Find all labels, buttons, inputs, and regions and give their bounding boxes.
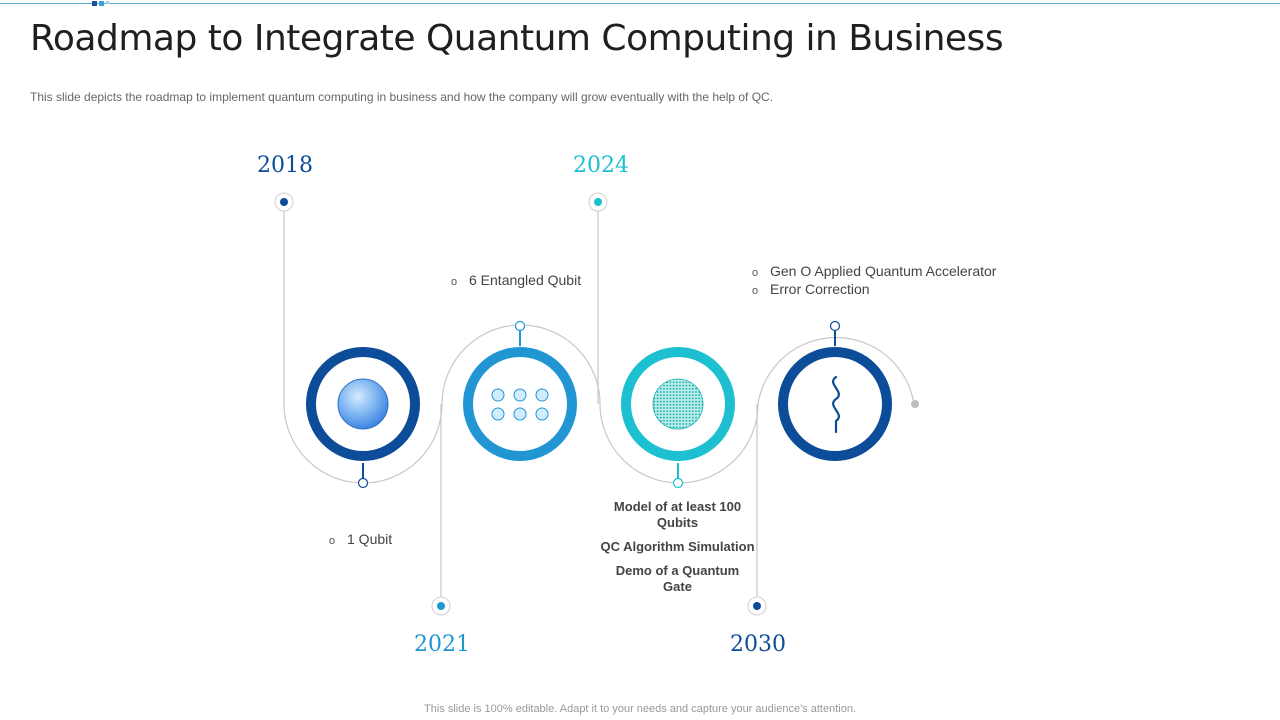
milestone-ring-2024 bbox=[621, 347, 735, 461]
top-accent-square bbox=[99, 1, 104, 6]
bullet-icon: o bbox=[451, 276, 458, 288]
milestones-2024: Model of at least 100 Qubits QC Algorith… bbox=[600, 499, 755, 603]
footer-note: This slide is 100% editable. Adapt it to… bbox=[424, 703, 856, 715]
milestone-ring-2021 bbox=[463, 347, 577, 461]
year-2030: 2030 bbox=[730, 632, 786, 657]
roadmap-connector bbox=[283, 202, 915, 484]
milestone-ring-2018 bbox=[306, 347, 420, 461]
node-open bbox=[829, 320, 841, 332]
note-item: Error Correction bbox=[770, 281, 870, 297]
node-open bbox=[514, 320, 526, 332]
top-accent-square bbox=[92, 1, 97, 6]
marker-2021 bbox=[431, 596, 451, 616]
milestone-item: Demo of a Quantum Gate bbox=[615, 563, 740, 594]
marker-2018 bbox=[274, 192, 294, 212]
top-accent-square bbox=[106, 1, 109, 4]
year-2018: 2018 bbox=[257, 153, 313, 178]
note-item: 1 Qubit bbox=[347, 531, 393, 547]
milestone-item: QC Algorithm Simulation bbox=[600, 539, 755, 554]
node-open bbox=[672, 477, 684, 489]
bullet-icon: o bbox=[752, 267, 759, 279]
note-2021: o 6 Entangled Qubit bbox=[451, 272, 581, 290]
milestone-ring-2030 bbox=[778, 347, 892, 461]
note-2018: o 1 Qubit bbox=[329, 531, 392, 549]
milestone-item: Model of at least 100 Qubits bbox=[613, 499, 742, 530]
year-2024: 2024 bbox=[573, 153, 629, 178]
qubit-grid-icon bbox=[491, 388, 549, 421]
page-subtitle: This slide depicts the roadmap to implem… bbox=[30, 90, 774, 104]
page-title: Roadmap to Integrate Quantum Computing i… bbox=[30, 18, 1004, 59]
bullet-icon: o bbox=[752, 285, 759, 297]
year-2021: 2021 bbox=[414, 632, 470, 657]
connector-end-dot bbox=[911, 400, 919, 408]
note-2030: o Gen O Applied Quantum Accelerator o Erro… bbox=[752, 263, 996, 299]
wave-icon bbox=[832, 375, 840, 434]
marker-2030 bbox=[747, 596, 767, 616]
marker-2024 bbox=[588, 192, 608, 212]
node-open bbox=[357, 477, 369, 489]
qubit-sphere-icon bbox=[337, 378, 389, 430]
top-rule bbox=[0, 3, 1280, 4]
note-item: Gen O Applied Quantum Accelerator bbox=[770, 263, 997, 279]
note-item: 6 Entangled Qubit bbox=[469, 272, 582, 288]
bullet-icon: o bbox=[329, 535, 336, 547]
